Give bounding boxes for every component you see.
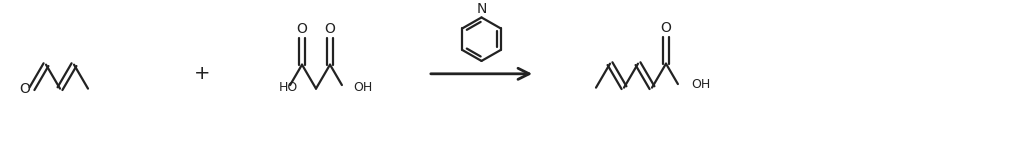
Text: +: + (194, 64, 210, 83)
Text: N: N (476, 1, 486, 15)
Text: O: O (325, 22, 336, 36)
Text: O: O (297, 22, 307, 36)
Text: OH: OH (691, 78, 711, 91)
Text: O: O (660, 21, 672, 35)
Text: HO: HO (280, 81, 298, 94)
Text: OH: OH (353, 81, 372, 94)
Text: O: O (19, 82, 31, 96)
